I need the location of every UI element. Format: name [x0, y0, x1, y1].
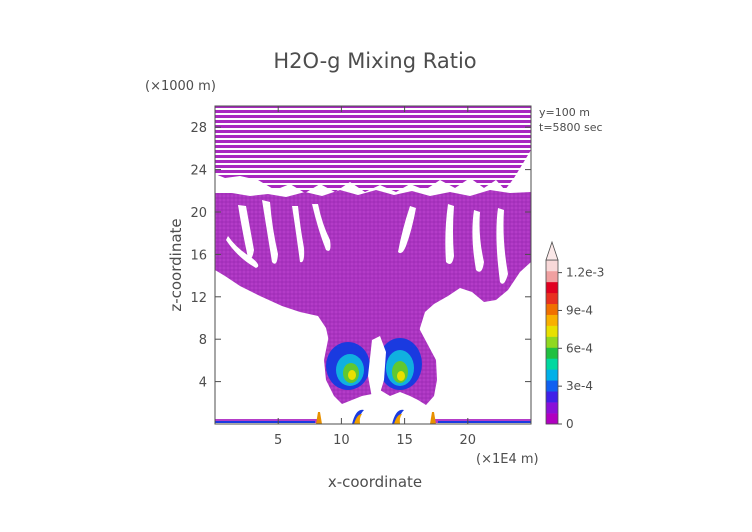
y-axis-label: z-coordinate: [167, 218, 185, 311]
plot-frame: [214, 105, 532, 425]
y-tick-label: 4: [199, 376, 207, 391]
chart-title: H2O-g Mixing Ratio: [273, 49, 476, 73]
y-axis: 4 8 12 16 20 24 28: [190, 121, 531, 391]
y-tick-label: 24: [190, 164, 207, 179]
colorbar-swatch: [546, 402, 558, 414]
annotation-y: y=100 m: [539, 106, 590, 119]
colorbar-swatch: [546, 413, 558, 425]
y-tick-label: 16: [190, 248, 207, 263]
colorbar-swatch: [546, 347, 558, 359]
x-tick-label: 15: [396, 433, 413, 448]
colorbar-label: 9e-4: [566, 303, 593, 317]
x-tick-label: 5: [274, 433, 282, 448]
y-tick-label: 20: [190, 206, 207, 221]
surface-bump-left: [316, 412, 322, 424]
colorbar-swatch: [546, 325, 558, 337]
anvil-gap-2: [262, 200, 278, 264]
colorbar-swatch: [546, 358, 558, 370]
upper-banded-layer: [215, 106, 531, 193]
colorbar-swatch: [546, 292, 558, 305]
colorbar-swatch: [546, 380, 558, 392]
surface-layer-left-blue: [215, 421, 315, 423]
x-axis: 5 10 15 20: [274, 106, 476, 448]
colorbar-label: 0: [566, 417, 574, 431]
core-left-top: [348, 370, 356, 380]
core-right-top: [397, 371, 405, 381]
anvil-gap-7: [472, 210, 484, 272]
y-tick-label: 8: [199, 333, 207, 348]
colorbar-extend-arrow: [545, 240, 559, 261]
surface-center-right-warm: [394, 414, 402, 424]
colorbar-swatch: [546, 314, 558, 326]
plot-area: [215, 106, 531, 424]
anvil-gap-1: [238, 205, 254, 259]
surface-center-left-warm: [354, 414, 362, 424]
y-unit-label: (×1000 m): [145, 79, 216, 94]
colorbar-swatch: [546, 303, 558, 315]
central-updraft-gap: [368, 336, 386, 400]
colorbar-label: 6e-4: [566, 341, 593, 355]
colorbar-swatch: [546, 369, 558, 381]
surface-layer-right-blue: [438, 421, 531, 423]
anvil-gap-8: [496, 208, 508, 284]
colorbar-swatch: [546, 270, 558, 283]
annotation-t: t=5800 sec: [539, 121, 603, 134]
y-tick-label: 28: [190, 121, 207, 136]
x-axis-label: x-coordinate: [328, 473, 422, 491]
colorbar-swatch: [546, 281, 558, 294]
x-unit-label: (×1E4 m): [476, 452, 539, 467]
y-tick-label: 12: [190, 291, 207, 306]
anvil-gap-4: [312, 204, 331, 251]
x-tick-label: 20: [460, 433, 477, 448]
colorbar-label: 1.2e-3: [566, 266, 604, 280]
colorbar-label: 3e-4: [566, 379, 593, 393]
colorbar: 0 3e-4 6e-4 9e-4 1.2e-3: [545, 240, 604, 431]
colorbar-swatch: [546, 336, 558, 348]
colorbar-swatch: [546, 260, 558, 272]
anvil-gap-5: [398, 206, 416, 254]
surface-bump-right: [430, 412, 436, 424]
x-tick-label: 10: [333, 433, 350, 448]
colorbar-swatch: [546, 391, 558, 403]
anvil-gap-3: [292, 206, 305, 263]
anvil-gap-9: [226, 236, 259, 268]
anvil-gap-6: [445, 204, 454, 264]
